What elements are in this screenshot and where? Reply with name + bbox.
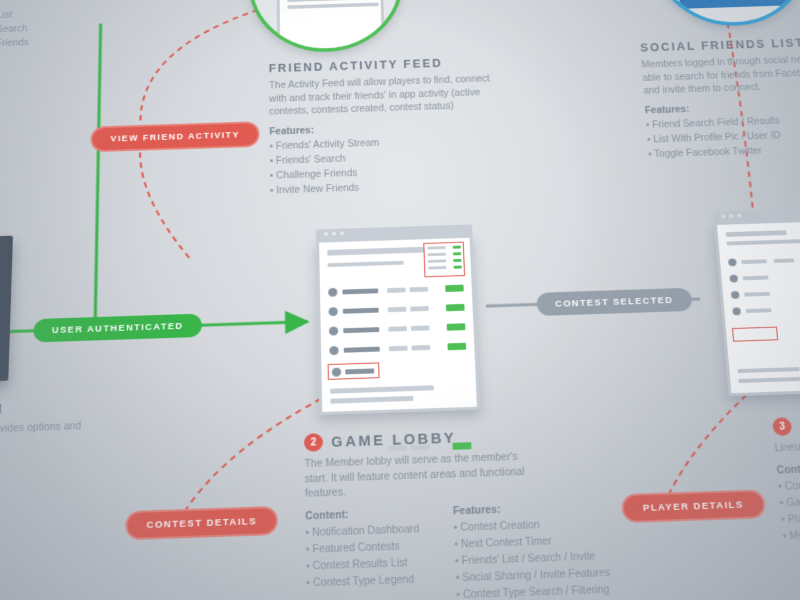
activity-title: FRIEND ACTIVITY FEED <box>269 55 514 75</box>
lobby-block: 2 GAME LOBBY The Member lobby will serve… <box>304 422 660 600</box>
activity-desc: The Activity Feed will allow players to … <box>269 73 497 119</box>
badge-contest-details[interactable]: CONTEST DETAILS <box>125 506 278 540</box>
social-mock <box>648 0 800 28</box>
step-3-badge: 3 <box>772 417 792 436</box>
flow-canvas: List Search Friends FRIEND ACTIVITY FEED… <box>0 0 800 600</box>
badge-user-auth[interactable]: USER AUTHENTICATED <box>33 314 202 343</box>
lineup-wireframe <box>714 217 800 396</box>
lobby-wireframe <box>316 235 480 415</box>
fragment-list: List Search Friends <box>0 8 30 51</box>
activity-block: FRIEND ACTIVITY FEED The Activity Feed w… <box>269 55 521 199</box>
social-desc: Members logged in through social network… <box>641 52 800 98</box>
login-block: USER LOGIN a modal window that provides … <box>0 398 96 464</box>
lineup-block: 3 LINE Lineups selection where teams pla… <box>772 411 800 545</box>
badge-contest-selected[interactable]: CONTEST SELECTED <box>536 288 692 316</box>
step-2-badge: 2 <box>304 433 323 452</box>
badge-friend-activity[interactable]: VIEW FRIEND ACTIVITY <box>90 121 259 152</box>
login-mock <box>0 236 13 385</box>
friend-activity-mock <box>248 0 406 54</box>
social-block: SOCIAL FRIENDS LIST Members logged in th… <box>640 34 800 162</box>
social-title: SOCIAL FRIENDS LIST <box>640 34 800 54</box>
